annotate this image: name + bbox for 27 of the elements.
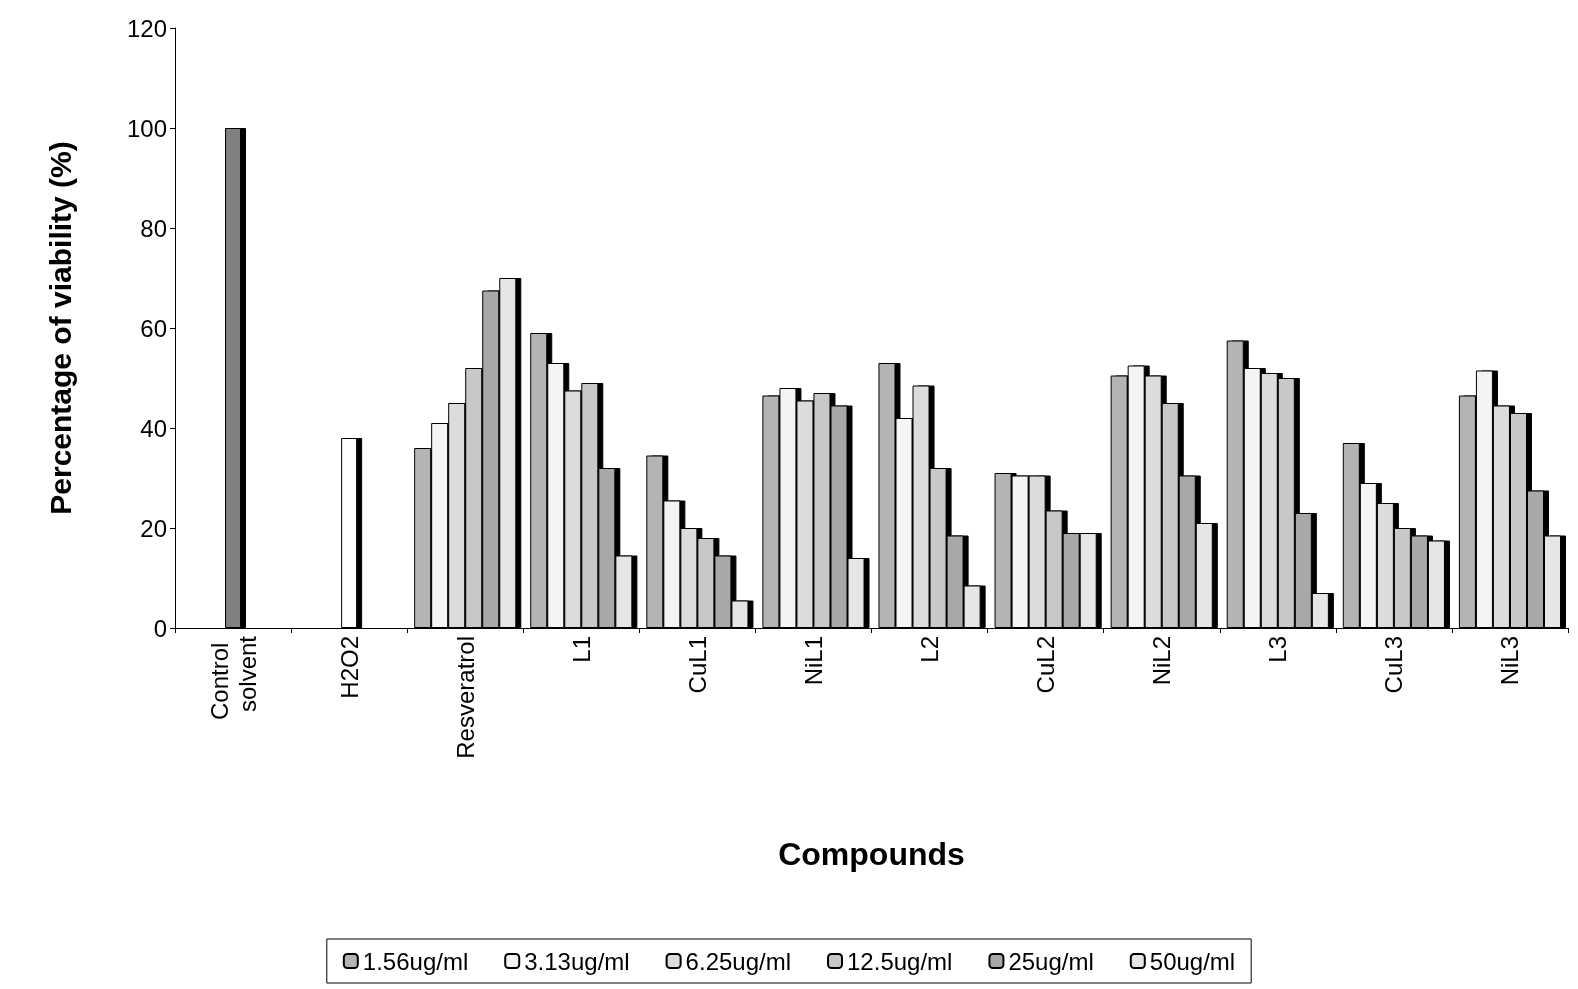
x-tick-label: NiL2 xyxy=(1148,636,1176,686)
y-tick-label: 120 xyxy=(126,14,167,42)
x-tick-label: NiL3 xyxy=(1496,636,1524,686)
legend-label: 12.5ug/ml xyxy=(847,947,953,975)
x-tick-label: Control solvent xyxy=(205,635,261,721)
legend-label: 25ug/ml xyxy=(1008,947,1094,975)
y-tick-label: 0 xyxy=(153,614,167,642)
x-tick-label: L1 xyxy=(567,636,595,663)
legend-label: 6.25ug/ml xyxy=(685,947,792,975)
x-tick-label: CuL1 xyxy=(683,636,711,694)
x-tick-label: CuL2 xyxy=(1032,636,1060,694)
y-tick-label: 20 xyxy=(140,514,167,542)
legend-label: 3.13ug/ml xyxy=(524,947,630,975)
y-tick-label: 60 xyxy=(140,314,167,342)
x-axis-title: Compounds xyxy=(778,836,965,872)
x-tick-label: Resveratrol xyxy=(451,636,479,759)
y-tick-label: 80 xyxy=(140,214,167,242)
x-tick-label: L3 xyxy=(1264,636,1292,663)
y-tick-label: 40 xyxy=(140,414,167,442)
legend-label: 50ug/ml xyxy=(1149,947,1236,975)
x-tick-label: H2O2 xyxy=(335,636,363,699)
x-tick-label: L2 xyxy=(916,636,944,663)
y-tick-label: 100 xyxy=(126,114,167,142)
x-tick-label: NiL1 xyxy=(799,636,827,686)
x-tick-label: CuL3 xyxy=(1380,636,1408,694)
y-axis-title: Percentage of viability (%) xyxy=(43,141,77,515)
legend-label: 1.56ug/ml xyxy=(362,947,469,975)
